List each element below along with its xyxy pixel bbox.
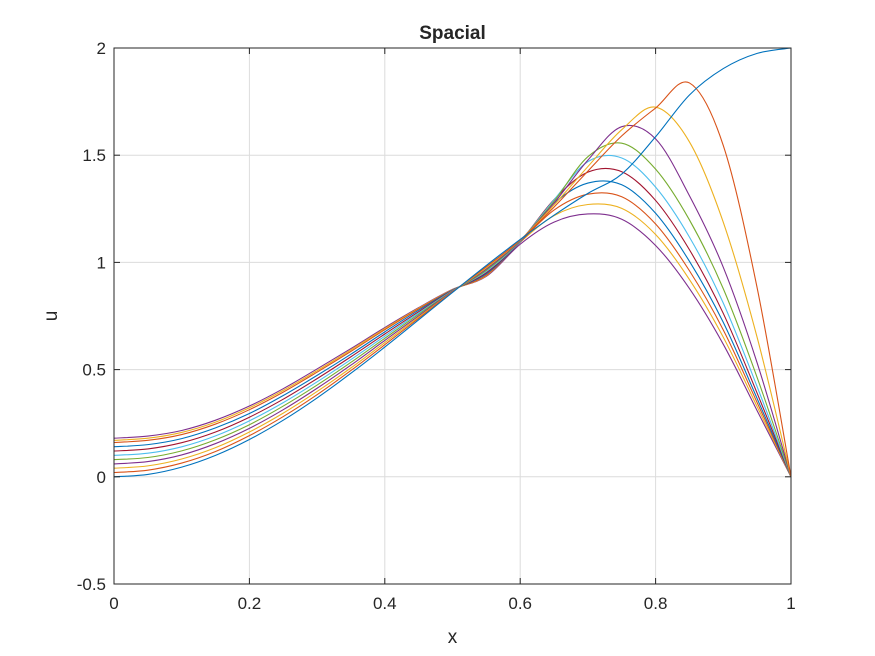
x-tick-label: 0.6 (508, 594, 532, 613)
ticks: 0 0.2 0.4 0.6 0.8 1-0.500.511.52 (77, 39, 796, 613)
y-tick-label: 2 (97, 39, 106, 58)
y-axis-label: u (41, 311, 62, 322)
axes-box (113, 47, 792, 585)
y-tick-label: 1 (97, 253, 106, 272)
y-tick-label: 0 (97, 468, 106, 487)
chart-title: Spacial (419, 23, 486, 44)
x-tick-label: 0.4 (373, 594, 397, 613)
y-tick-label: 1.5 (82, 146, 106, 165)
plot-area (114, 48, 791, 584)
series-line-t1 (113, 47, 792, 478)
x-tick-label: 0 (109, 594, 118, 613)
y-tick-label: 0.5 (82, 361, 106, 380)
x-axis-label: x (448, 627, 458, 648)
y-tick-label: -0.5 (77, 575, 106, 594)
x-tick-label: 1 (786, 594, 795, 613)
series-line-t2 (113, 81, 792, 477)
series-group (113, 47, 792, 478)
x-tick-label: 0.8 (644, 594, 668, 613)
x-tick-label: 0.2 (238, 594, 262, 613)
